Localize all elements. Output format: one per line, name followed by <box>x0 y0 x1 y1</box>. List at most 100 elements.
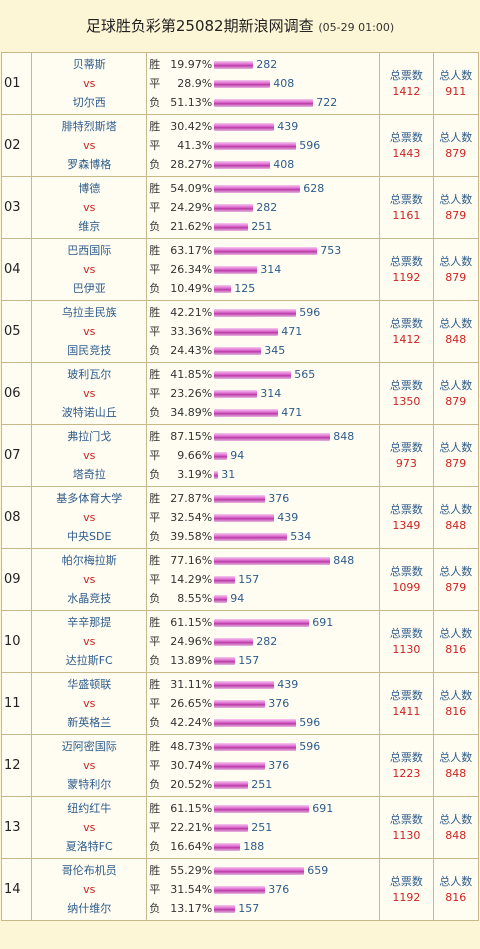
match-number: 03 <box>0 176 33 239</box>
lose-percent: 21.62% <box>170 220 213 233</box>
win-percent: 87.15% <box>170 430 213 443</box>
win-percent: 77.16% <box>170 554 213 567</box>
away-team: 夏洛特FC <box>65 840 113 853</box>
total-people-label: 总人数 <box>439 812 473 826</box>
total-people-value: 879 <box>445 146 467 160</box>
vote-bars: 胜 30.42% 439 平 41.3% 596 负 28.27% 408 <box>146 114 381 177</box>
draw-count: 282 <box>256 635 278 648</box>
win-percent: 55.29% <box>170 864 213 877</box>
total-votes-cell: 总票数 1349 <box>379 486 434 549</box>
total-votes-value: 1099 <box>392 580 421 594</box>
win-bar <box>214 742 297 751</box>
match-teams: 博德 vs 维京 <box>31 176 148 239</box>
lose-count: 534 <box>290 530 312 543</box>
draw-bar <box>214 141 297 150</box>
lose-label: 负 <box>149 96 161 109</box>
total-votes-cell: 总票数 1412 <box>379 52 434 115</box>
lose-label: 负 <box>149 282 161 295</box>
draw-count: 94 <box>230 449 245 462</box>
win-bar <box>214 246 318 255</box>
win-line: 胜 63.17% 753 <box>147 241 379 260</box>
draw-bar <box>214 265 258 274</box>
away-team: 维京 <box>78 220 101 233</box>
lose-percent: 8.55% <box>177 592 213 605</box>
total-people-value: 879 <box>445 208 467 222</box>
match-teams: 哥伦布机员 vs 纳什维尔 <box>31 858 148 921</box>
vs-label: vs <box>83 387 96 400</box>
total-votes-label: 总票数 <box>389 68 423 82</box>
total-votes-label: 总票数 <box>389 812 423 826</box>
draw-label: 平 <box>149 387 161 400</box>
draw-label: 平 <box>149 511 161 524</box>
win-bar <box>214 184 301 193</box>
match-row: 13 纽约红牛 vs 夏洛特FC 胜 61.15% 691 平 22.21% 251 负 16.64%… <box>0 796 480 859</box>
away-team: 达拉斯FC <box>65 654 113 667</box>
vs-label: vs <box>83 325 96 338</box>
vote-bars: 胜 27.87% 376 平 32.54% 439 负 39.58% 534 <box>146 486 381 549</box>
win-count: 376 <box>268 492 290 505</box>
win-percent: 61.15% <box>170 616 213 629</box>
total-people-cell: 总人数 911 <box>432 52 480 115</box>
win-line: 胜 19.97% 282 <box>147 55 379 74</box>
draw-percent: 26.34% <box>170 263 213 276</box>
vs-label: vs <box>83 883 96 896</box>
win-line: 胜 41.85% 565 <box>147 365 379 384</box>
lose-line: 负 20.52% 251 <box>147 775 379 794</box>
win-count: 753 <box>320 244 342 257</box>
match-row: 07 弗拉门戈 vs 塔奇拉 胜 87.15% 848 平 9.66% 94 负 3.19% 31 总票数… <box>0 424 480 487</box>
win-percent: 61.15% <box>170 802 213 815</box>
vs-label: vs <box>83 511 96 524</box>
lose-line: 负 24.43% 345 <box>147 341 379 360</box>
home-team: 贝蒂斯 <box>72 58 106 71</box>
draw-label: 平 <box>149 201 161 214</box>
draw-line: 平 26.34% 314 <box>147 260 379 279</box>
draw-label: 平 <box>149 697 161 710</box>
total-votes-label: 总票数 <box>389 130 423 144</box>
total-people-value: 879 <box>445 270 467 284</box>
match-teams: 弗拉门戈 vs 塔奇拉 <box>31 424 148 487</box>
match-row: 12 迈阿密国际 vs 蒙特利尔 胜 48.73% 596 平 30.74% 376 负 20.52%… <box>0 734 480 797</box>
win-percent: 42.21% <box>170 306 213 319</box>
win-percent: 27.87% <box>170 492 213 505</box>
away-team: 中央SDE <box>67 530 112 543</box>
lose-label: 负 <box>149 654 161 667</box>
win-line: 胜 48.73% 596 <box>147 737 379 756</box>
win-bar <box>214 680 275 689</box>
win-count: 282 <box>256 58 278 71</box>
total-votes-label: 总票数 <box>389 626 423 640</box>
draw-line: 平 26.65% 376 <box>147 694 379 713</box>
total-people-label: 总人数 <box>439 750 473 764</box>
lose-line: 负 10.49% 125 <box>147 279 379 298</box>
vote-bars: 胜 87.15% 848 平 9.66% 94 负 3.19% 31 <box>146 424 381 487</box>
match-teams: 巴西国际 vs 巴伊亚 <box>31 238 148 301</box>
lose-count: 345 <box>264 344 286 357</box>
draw-label: 平 <box>149 77 161 90</box>
vote-bars: 胜 61.15% 691 平 24.96% 282 负 13.89% 157 <box>146 610 381 673</box>
draw-percent: 41.3% <box>177 139 213 152</box>
draw-count: 157 <box>238 573 260 586</box>
lose-count: 125 <box>234 282 256 295</box>
lose-percent: 34.89% <box>170 406 213 419</box>
total-votes-cell: 总票数 1350 <box>379 362 434 425</box>
total-votes-label: 总票数 <box>389 192 423 206</box>
draw-bar <box>214 885 266 894</box>
total-people-value: 848 <box>445 332 467 346</box>
vote-bars: 胜 61.15% 691 平 22.21% 251 负 16.64% 188 <box>146 796 381 859</box>
win-percent: 31.11% <box>170 678 213 691</box>
match-row: 04 巴西国际 vs 巴伊亚 胜 63.17% 753 平 26.34% 314 负 10.49% 12… <box>0 238 480 301</box>
win-count: 691 <box>312 802 334 815</box>
draw-percent: 31.54% <box>170 883 213 896</box>
lose-bar <box>214 98 314 107</box>
match-teams: 辛辛那提 vs 达拉斯FC <box>31 610 148 673</box>
win-percent: 19.97% <box>170 58 213 71</box>
draw-count: 376 <box>268 883 290 896</box>
draw-line: 平 33.36% 471 <box>147 322 379 341</box>
total-people-label: 总人数 <box>439 316 473 330</box>
total-votes-cell: 总票数 1161 <box>379 176 434 239</box>
total-votes-label: 总票数 <box>389 502 423 516</box>
win-line: 胜 54.09% 628 <box>147 179 379 198</box>
away-team: 新英格兰 <box>67 716 112 729</box>
lose-bar <box>214 656 236 665</box>
draw-bar <box>214 637 254 646</box>
total-people-cell: 总人数 879 <box>432 114 480 177</box>
